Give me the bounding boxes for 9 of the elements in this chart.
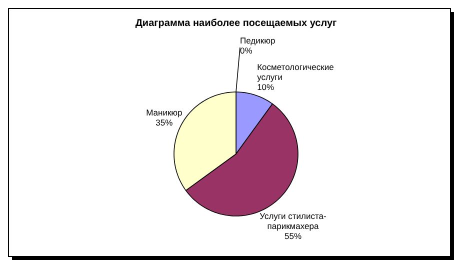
data-label: 55% [284,230,302,241]
category-label: Педикюр [240,36,276,46]
slice-label: Косметологические услуги [257,62,334,82]
text: 0% [240,46,252,56]
slice-label: Услуги стилиста-парикмахера [260,210,327,231]
chart-title: Диаграмма наиболее посещаемых услуг [135,18,337,29]
slice-label: Маникюр [146,107,183,118]
data-label: 35% [156,117,174,128]
data-label: 10% [257,82,275,92]
